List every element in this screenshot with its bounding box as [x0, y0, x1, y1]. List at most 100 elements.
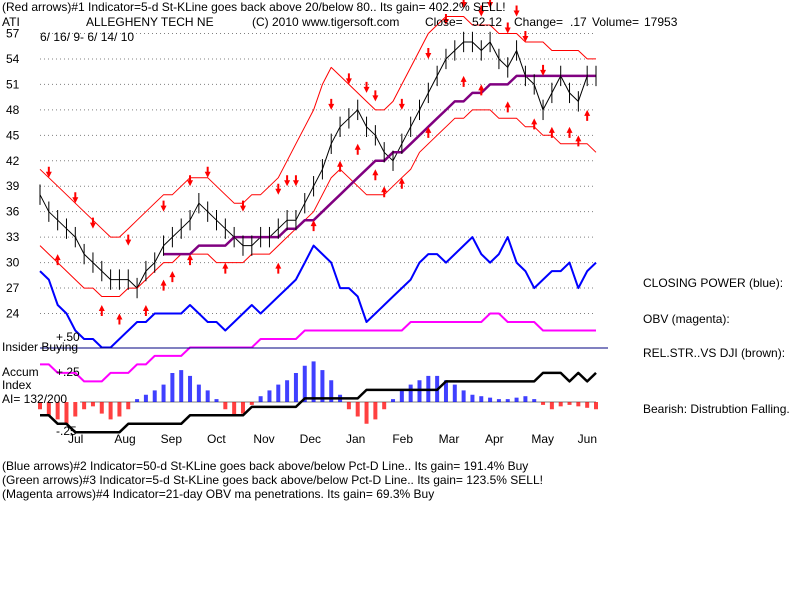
accum-bar-negative	[373, 402, 378, 420]
indicator-4-caption: (Magenta arrows)#4 Indicator=21-day OBV …	[2, 487, 435, 501]
buy-arrow-icon	[504, 101, 511, 113]
month-label-mar: Mar	[439, 432, 460, 446]
accum-bar-positive	[523, 396, 528, 402]
sell-arrow-icon	[540, 64, 547, 76]
month-label-feb: Feb	[392, 432, 413, 446]
accum-bar-positive	[152, 390, 157, 402]
accum-bar-negative	[549, 402, 554, 410]
accum-bar-negative	[38, 402, 42, 410]
tick-plus-25: +.25	[56, 365, 80, 379]
accum-bar-negative	[346, 402, 351, 410]
buy-arrow-icon	[372, 169, 379, 181]
buy-arrow-icon	[160, 279, 167, 291]
accum-bar-negative	[355, 402, 360, 417]
indicator-1-caption: (Red arrows)#1 Indicator=5-d St-KLine go…	[2, 0, 506, 14]
buy-arrow-icon	[566, 126, 573, 138]
y-tick-label-51: 51	[6, 77, 20, 91]
buy-arrow-icon	[548, 126, 555, 138]
accum-bar-negative	[99, 402, 104, 414]
month-label-may: May	[531, 432, 554, 446]
accum-bar-positive	[267, 390, 272, 402]
accum-bar-positive	[532, 399, 537, 402]
buy-arrow-icon	[116, 313, 123, 325]
change-label: Change=	[514, 15, 564, 29]
accum-bar-negative	[541, 402, 546, 405]
month-label-nov: Nov	[253, 432, 274, 446]
legend-closing-power: CLOSING POWER (blue):	[643, 276, 784, 290]
month-label-jul: Jul	[68, 432, 83, 446]
sell-arrow-icon	[487, 0, 494, 9]
accum-bar-negative	[55, 402, 60, 420]
sell-arrow-icon	[45, 166, 52, 178]
accum-bar-negative	[108, 402, 113, 420]
accum-bar-negative	[46, 402, 51, 417]
buy-arrow-icon	[275, 262, 282, 274]
buy-arrow-icon	[478, 84, 485, 96]
sell-arrow-icon	[89, 217, 96, 229]
buy-arrow-icon	[310, 220, 317, 232]
sell-arrow-icon	[513, 5, 520, 17]
sell-arrow-icon	[460, 0, 467, 9]
accum-bar-positive	[514, 397, 519, 402]
accum-bar-negative	[232, 402, 237, 417]
obv-line	[40, 312, 596, 383]
accum-index-bars	[38, 361, 598, 424]
accum-bar-negative	[594, 402, 598, 410]
month-label-dec: Dec	[300, 432, 321, 446]
accum-bar-negative	[382, 402, 387, 410]
close-value: 52.12	[472, 15, 503, 29]
sell-arrow-icon	[363, 81, 370, 93]
month-label-oct: Oct	[207, 432, 226, 446]
accum-bar-positive	[205, 390, 210, 402]
indicator-2-caption: (Blue arrows)#2 Indicator=50-d St-KLine …	[2, 459, 529, 473]
date-range: 6/ 16/ 9- 6/ 14/ 10	[40, 30, 135, 44]
accum-bar-positive	[302, 365, 307, 402]
y-tick-label-24: 24	[6, 307, 20, 321]
change-value: .17	[570, 15, 587, 29]
sell-arrow-icon	[160, 200, 167, 212]
accum-bar-positive	[285, 380, 290, 402]
accum-bar-negative	[117, 402, 122, 417]
accum-bar-negative	[567, 402, 572, 405]
y-tick-label-30: 30	[6, 256, 20, 270]
upper-band-line	[39, 16, 596, 238]
buy-arrow-icon	[222, 262, 229, 274]
buy-arrow-icon	[98, 305, 105, 317]
month-label-apr: Apr	[485, 432, 504, 446]
insider-buying-label: Insider Buying	[2, 340, 79, 354]
close-label: Close=	[425, 15, 463, 29]
accum-bar-positive	[161, 384, 166, 402]
sell-arrow-icon	[284, 175, 291, 187]
accum-bar-positive	[170, 373, 175, 402]
buy-arrow-icon	[460, 75, 467, 87]
moving-average-line	[163, 74, 596, 256]
sell-arrow-icon	[292, 175, 299, 187]
accum-bar-positive	[391, 399, 396, 402]
accum-bar-negative	[82, 402, 87, 410]
relative-strength-line	[40, 371, 597, 434]
sell-arrow-icon	[328, 98, 335, 110]
index-label: Index	[2, 378, 32, 392]
accum-bar-positive	[214, 399, 219, 402]
volume-value: 17953	[644, 15, 678, 29]
sell-arrow-icon	[187, 175, 194, 187]
buy-arrow-icon	[337, 160, 344, 172]
y-axis-ticks: 57 54 51 48 45 42 39 36 33 30 27 24	[6, 26, 20, 320]
accum-bar-negative	[585, 402, 590, 408]
buy-arrow-icon	[398, 177, 405, 189]
accum-bar-positive	[470, 394, 475, 402]
price-line	[39, 41, 596, 289]
accum-bar-negative	[364, 402, 369, 424]
y-tick-label-45: 45	[6, 128, 20, 142]
y-tick-label-57: 57	[6, 26, 20, 40]
sell-arrow-icon	[345, 73, 352, 85]
volume-label: Volume=	[592, 15, 640, 29]
buy-arrow-icon	[381, 186, 388, 198]
sell-arrow-icon	[372, 90, 379, 102]
gridlines	[40, 32, 596, 315]
month-label-aug: Aug	[114, 432, 135, 446]
buy-arrow-icon	[425, 126, 432, 138]
y-tick-label-39: 39	[6, 179, 20, 193]
accum-bar-positive	[408, 384, 413, 402]
